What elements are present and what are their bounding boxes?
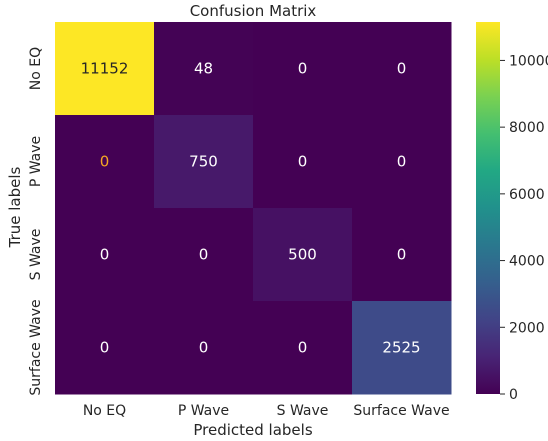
- cell-value-label: 2525: [382, 339, 420, 357]
- heatmap-cell: [253, 22, 353, 116]
- cell-value-label: 48: [194, 60, 213, 78]
- x-tick-label: No EQ: [83, 403, 126, 419]
- colorbar-ticks: 0 2000 4000 6000 8000 10000: [500, 53, 548, 403]
- heatmap-cell: [154, 301, 254, 395]
- colorbar-tick-label: 0: [509, 387, 518, 403]
- chart-title: Confusion Matrix: [190, 2, 317, 20]
- cell-value-label: 0: [397, 246, 407, 264]
- heatmap-cell: [352, 301, 452, 395]
- heatmap-cell: [253, 208, 353, 302]
- cell-value-label: 0: [100, 153, 110, 171]
- x-tick-label: Surface Wave: [353, 403, 449, 419]
- cell-value-label: 500: [288, 246, 317, 264]
- heatmap-cell: [352, 115, 452, 209]
- cell-value-label: 750: [189, 153, 218, 171]
- cell-value-label: 0: [100, 339, 110, 357]
- heatmap-cells: 11152 48 0 0 0 750 0 0 0 0 500 0 0 0 0 2525: [55, 22, 452, 395]
- heatmap-cell: [154, 115, 254, 209]
- heatmap-cell: [55, 22, 155, 116]
- heatmap-cell: [55, 208, 155, 302]
- colorbar-tick-label: 8000: [509, 120, 545, 136]
- cell-value-label: 0: [100, 246, 110, 264]
- y-tick-label: Surface Wave: [28, 299, 44, 395]
- colorbar-tick-label: 2000: [509, 320, 545, 336]
- heatmap-cell: [352, 208, 452, 302]
- heatmap-cell: [154, 208, 254, 302]
- heatmap-cell: [55, 115, 155, 209]
- cell-value-label: 0: [298, 153, 308, 171]
- y-tick-label: S Wave: [28, 229, 44, 281]
- cell-value-label: 0: [298, 60, 308, 78]
- x-tick-labels: No EQ P Wave S Wave Surface Wave: [83, 403, 450, 419]
- heatmap-cell: [154, 22, 254, 116]
- x-tick-label: P Wave: [178, 403, 229, 419]
- cell-value-label: 0: [199, 246, 209, 264]
- x-tick-label: S Wave: [277, 403, 329, 419]
- cell-value-label: 11152: [81, 60, 129, 78]
- heatmap-cell: [352, 22, 452, 116]
- y-tick-label: P Wave: [28, 136, 44, 187]
- colorbar-tick-label: 4000: [509, 254, 545, 270]
- heatmap-cell: [253, 115, 353, 209]
- colorbar: [476, 22, 500, 394]
- y-tick-label: No EQ: [28, 47, 44, 90]
- y-tick-labels: No EQ P Wave S Wave Surface Wave: [28, 47, 44, 396]
- cell-value-label: 0: [298, 339, 308, 357]
- cell-value-label: 0: [397, 153, 407, 171]
- heatmap-cell: [55, 301, 155, 395]
- colorbar-tick-label: 10000: [509, 53, 548, 69]
- cell-value-label: 0: [199, 339, 209, 357]
- x-axis-label: Predicted labels: [193, 421, 312, 439]
- y-axis-label: True labels: [6, 166, 24, 248]
- heatmap-cell: [253, 301, 353, 395]
- cell-value-label: 0: [397, 60, 407, 78]
- colorbar-tick-label: 6000: [509, 187, 545, 203]
